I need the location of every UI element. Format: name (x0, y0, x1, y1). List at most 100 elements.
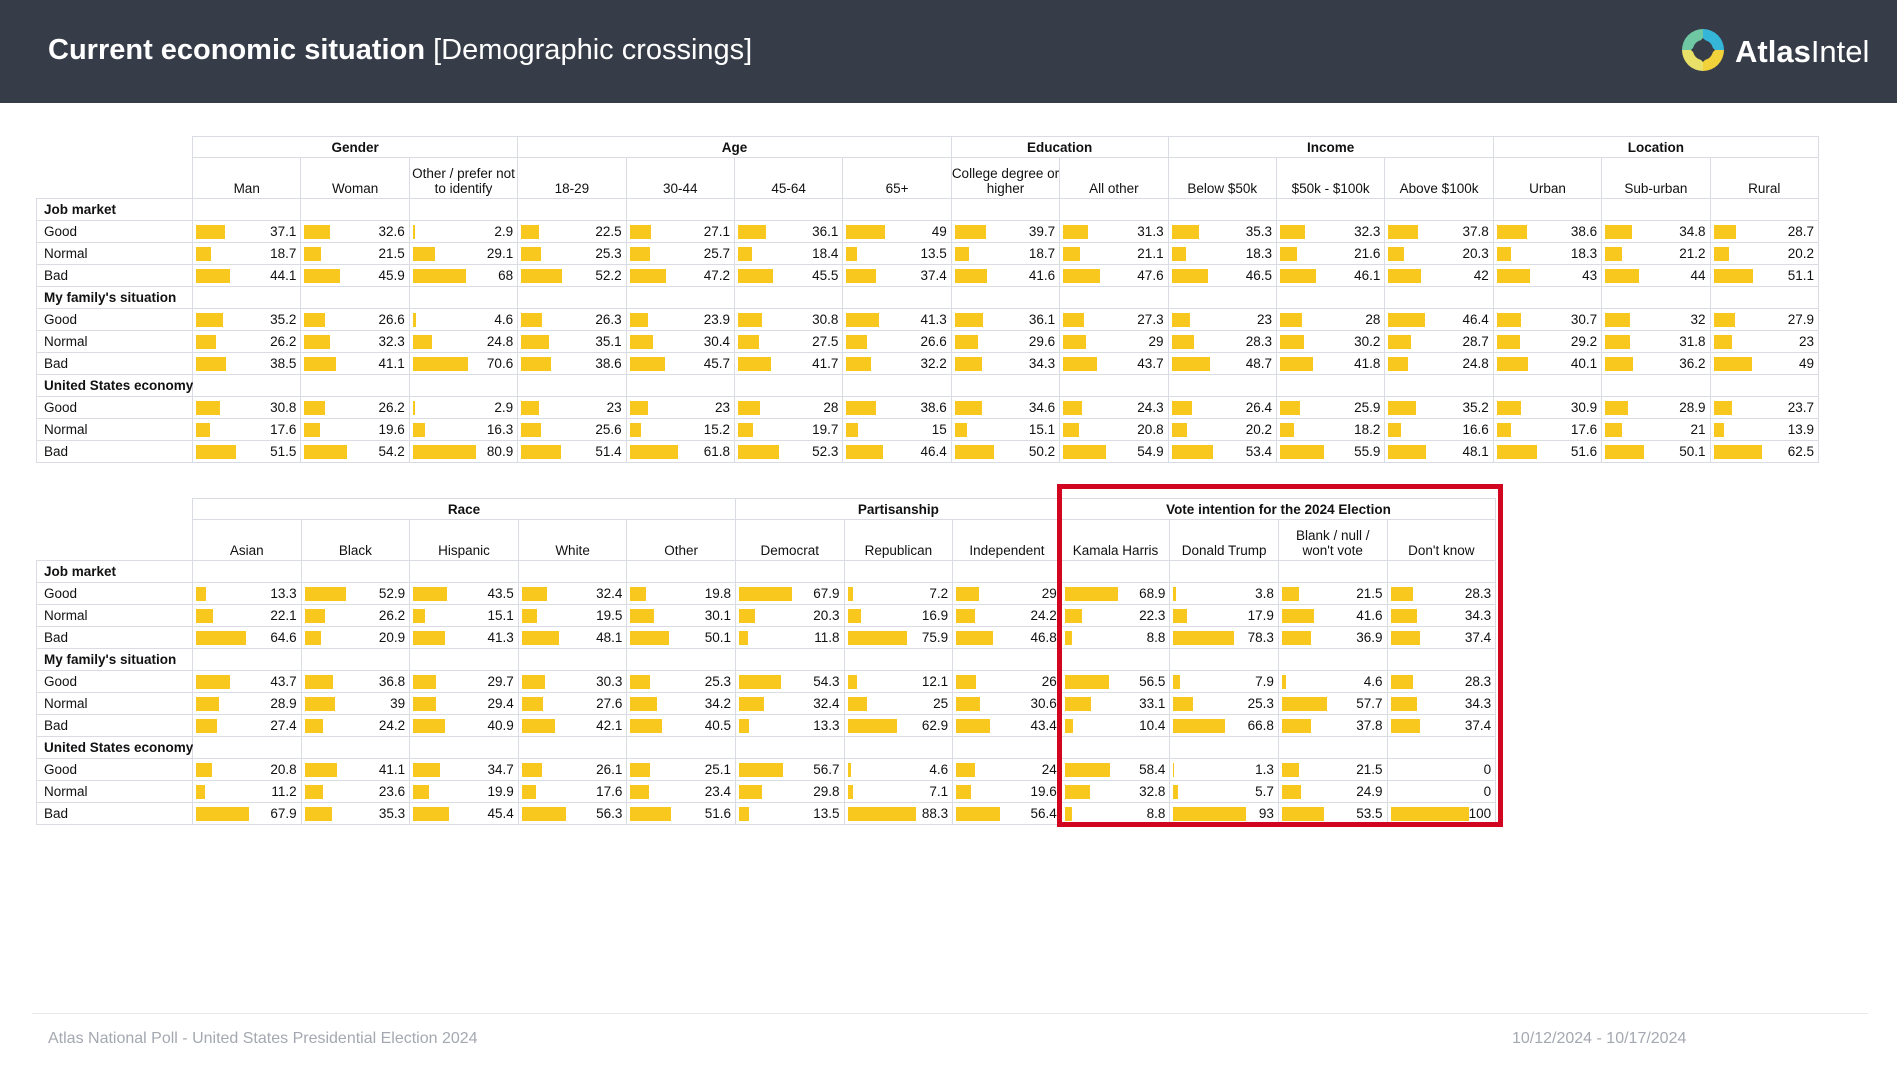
value-label: 30.7 (1570, 312, 1598, 327)
value-cell-inner: 25.3 (1170, 693, 1278, 714)
value-cell: 42 (1384, 264, 1494, 287)
value-bar (630, 631, 670, 645)
value-bar (1064, 609, 1083, 623)
value-cell: 37.4 (1386, 714, 1497, 737)
value-bar (1281, 609, 1315, 623)
column-header-18-29: 18-29 (517, 157, 627, 199)
value-cell-inner: 30.7 (1494, 309, 1601, 330)
value-label: 18.2 (1354, 422, 1381, 437)
value-cell-inner: 20.3 (1385, 243, 1492, 264)
section-empty-cell (1059, 286, 1169, 309)
value-cell: 40.9 (409, 714, 519, 737)
value-label: 32.4 (596, 586, 623, 601)
value-cell: 25.3 (626, 670, 736, 693)
value-cell-inner: 24.2 (302, 715, 410, 736)
value-label: 32.8 (1139, 784, 1166, 799)
value-cell-inner: 7.9 (1170, 671, 1278, 692)
value-cell-inner: 38.6 (843, 397, 950, 418)
value-cell-inner: 32.6 (301, 221, 408, 242)
value-label: 36.1 (1028, 312, 1056, 327)
value-bar (847, 785, 854, 799)
value-cell: 10.4 (1060, 714, 1171, 737)
value-label: 37.4 (1464, 718, 1492, 733)
value-bar (1390, 609, 1418, 623)
value-cell: 23.6 (300, 780, 411, 803)
value-bar (196, 609, 214, 623)
group-header-race: Race (192, 498, 736, 520)
value-cell-inner: 50.1 (1602, 441, 1709, 462)
value-cell-inner: 50.1 (627, 627, 735, 648)
row-label: Normal (36, 692, 193, 715)
section-empty-cell (300, 286, 410, 309)
value-cell-inner: 23 (1711, 331, 1818, 352)
column-header-urban: Urban (1492, 157, 1603, 199)
value-cell: 17.6 (191, 418, 302, 441)
section-empty-cell (517, 560, 628, 583)
group-header-gender: Gender (191, 136, 519, 158)
value-label: 51.6 (704, 806, 731, 821)
value-cell: 32.3 (300, 330, 410, 353)
value-cell: 13.3 (734, 714, 845, 737)
value-bar (954, 423, 967, 437)
value-cell-inner: 25.9 (1277, 397, 1384, 418)
value-cell: 18.2 (1275, 418, 1386, 441)
value-label: 41.6 (1028, 268, 1056, 283)
value-label: 13.9 (1787, 422, 1814, 437)
value-label: 67.9 (813, 586, 840, 601)
value-bar (846, 269, 876, 283)
value-label: 19.7 (812, 422, 839, 437)
value-cell-inner: 52.9 (302, 583, 410, 604)
value-cell: 26.3 (517, 308, 627, 331)
table-row: Normal 11.2 23.6 19.9 17.6 23.4 29.8 7.1 19.6 32.… (36, 780, 1497, 803)
value-bar (847, 763, 852, 777)
value-bar (846, 335, 868, 349)
value-bar (846, 225, 885, 239)
value-label: 28.9 (1679, 400, 1706, 415)
value-bar (1064, 675, 1109, 689)
value-cell-inner: 48.7 (1169, 353, 1276, 374)
section-empty-cell (842, 286, 952, 309)
value-cell: 64.6 (192, 626, 302, 649)
value-label: 18.3 (1570, 246, 1598, 261)
table-row: Normal 18.7 21.5 29.1 25.3 25.7 18.4 13.5 18.7 21… (36, 242, 1819, 265)
column-header-man: Man (191, 157, 302, 199)
value-label: 46.8 (1030, 630, 1057, 645)
value-bar (412, 313, 417, 327)
value-bar (629, 357, 666, 371)
value-label: 29 (1041, 586, 1057, 601)
value-cell-inner: 4.6 (1279, 671, 1387, 692)
value-label: 35.2 (1462, 400, 1489, 415)
value-bar (521, 225, 539, 239)
value-cell: 24.8 (1384, 352, 1494, 375)
value-cell-inner: 12.1 (845, 671, 953, 692)
value-cell: 19.8 (626, 582, 736, 605)
value-cell: 25.1 (626, 758, 736, 781)
value-bar (413, 807, 449, 821)
value-cell: 47.6 (1059, 264, 1169, 287)
value-bar (413, 675, 437, 689)
value-cell: 18.7 (950, 242, 1061, 265)
section-empty-cell (843, 736, 954, 759)
value-cell-inner: 27.3 (1060, 309, 1167, 330)
value-cell-inner: 37.1 (193, 221, 300, 242)
value-cell: 8.8 (1060, 626, 1171, 649)
value-bar (521, 401, 540, 415)
value-bar (1279, 423, 1295, 437)
value-bar (196, 313, 224, 327)
value-cell-inner: 30.8 (735, 309, 842, 330)
value-label: 56.3 (596, 806, 623, 821)
value-cell-inner: 25.3 (627, 671, 735, 692)
value-bar (1605, 269, 1640, 283)
value-cell-inner: 28.3 (1388, 583, 1496, 604)
section-empty-cell (625, 286, 735, 309)
value-bar (1496, 225, 1527, 239)
value-bar (521, 697, 544, 711)
value-label: 54.9 (1137, 444, 1164, 459)
value-label: 18.3 (1245, 246, 1272, 261)
value-cell: 38.6 (1492, 220, 1603, 243)
value-cell: 32.3 (1275, 220, 1386, 243)
table-row: Bad 64.6 20.9 41.3 48.1 50.1 11.8 75.9 46.8 8.8 78… (36, 626, 1497, 649)
value-label: 15.1 (1028, 422, 1056, 437)
value-cell: 29 (952, 582, 1062, 605)
section-row-united-states-economy: United States economy (36, 736, 1497, 759)
